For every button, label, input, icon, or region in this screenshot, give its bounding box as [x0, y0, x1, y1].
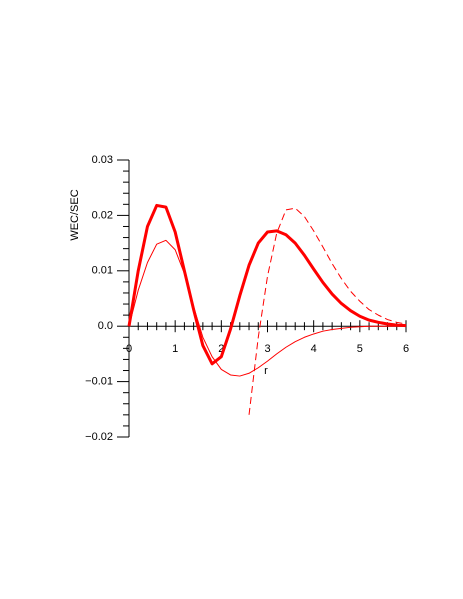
x-tick-label: 4 — [311, 343, 317, 355]
line-series — [248, 207, 407, 415]
line-series — [128, 239, 406, 377]
x-tick-label: 3 — [264, 343, 270, 355]
y-tick-label: 0.03 — [92, 154, 113, 166]
x-tick-label: 0 — [126, 343, 132, 355]
y-tick-label: 0.02 — [92, 209, 113, 221]
y-tick-label: 0.0 — [98, 320, 113, 332]
y-tick-label: 0.01 — [92, 265, 113, 277]
x-tick-label: 1 — [172, 343, 178, 355]
y-tick-label: −0.01 — [85, 376, 113, 388]
line-series — [127, 203, 407, 366]
x-tick-label: 2 — [218, 343, 224, 355]
y-tick-label: −0.02 — [85, 431, 113, 443]
x-axis-label: r — [264, 365, 268, 377]
y-axis-label: WEC/SEC — [69, 189, 81, 240]
x-tick-label: 6 — [403, 343, 409, 355]
x-tick-label: 5 — [357, 343, 363, 355]
